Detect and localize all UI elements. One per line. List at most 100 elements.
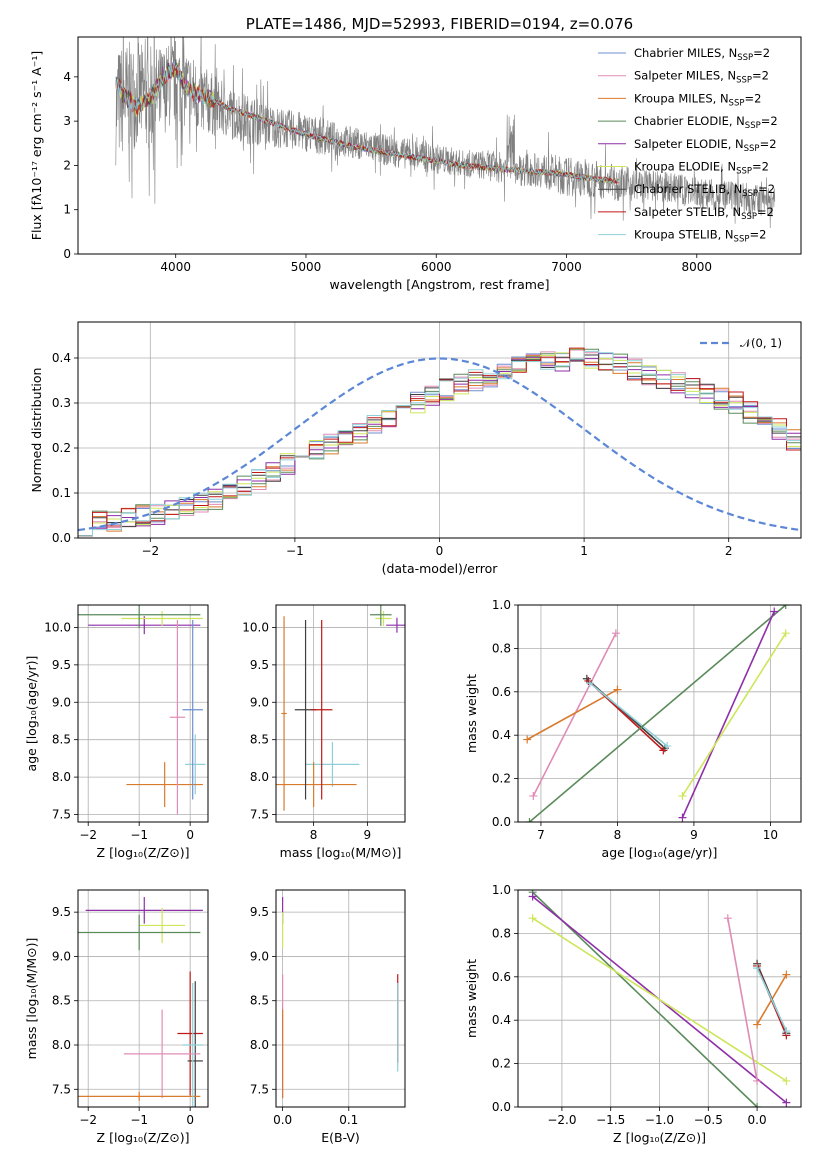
plot-area	[528, 890, 791, 1107]
y-tick-label: 0.2	[52, 441, 71, 455]
series-marker	[585, 679, 594, 688]
data-point	[185, 734, 206, 795]
x-tick-label: 7000	[551, 260, 582, 274]
series-marker	[678, 791, 687, 800]
series-marker	[613, 685, 622, 694]
y-tick-label: 8.0	[52, 1038, 71, 1052]
y-tick-label: 8.5	[250, 733, 269, 747]
series-marker	[659, 746, 668, 755]
panel-age-vs-z: −2 −1 0 7.5 8.0 8.5 9.0 9.5 10.0 Z [log₁₀(Z/Z⊙)] a…	[24, 604, 209, 860]
panel-mass-vs-ebv: 0.0 0.1 7.5 8.0 8.5 9.0 9.5 E(B-V)	[250, 889, 406, 1145]
x-axis-label: Z [log₁₀(Z/Z⊙)]	[97, 1130, 190, 1145]
panel-mass-vs-z: −2 −1 0 7.5 8.0 8.5 9.0 9.5 Z [log₁₀(Z/Z⊙)] mass …	[24, 889, 209, 1145]
y-tick-label: 1.0	[492, 883, 511, 897]
x-tick-label: −1	[130, 1113, 148, 1127]
series-marker	[723, 914, 732, 923]
series-marker	[782, 1027, 791, 1036]
x-tick-label: 0	[186, 1113, 194, 1127]
data-point	[126, 762, 203, 808]
x-axis-label: age [log₁₀(age/yr)]	[602, 845, 718, 860]
data-point	[78, 1091, 201, 1101]
y-axis-label: mass [log₁₀(M/M⊙)]	[24, 938, 39, 1060]
series-salpeter_miles	[723, 914, 762, 1085]
data-point	[78, 605, 201, 629]
x-tick-label: 8	[310, 828, 318, 842]
series-marker	[782, 970, 791, 979]
data-point	[375, 610, 392, 626]
y-tick-label: 0.8	[492, 926, 511, 940]
series-marker	[781, 605, 790, 609]
x-axis-label: Z [log₁₀(Z/Z⊙)]	[97, 845, 190, 860]
x-axis-label: E(B-V)	[321, 1130, 360, 1145]
axes-frame	[77, 36, 802, 255]
series-marker	[678, 813, 687, 822]
series-line	[727, 918, 758, 1082]
y-tick-label: 0.4	[492, 1013, 511, 1027]
x-tick-label: −2.0	[547, 1113, 576, 1127]
y-tick-label: 10.0	[242, 620, 269, 634]
x-tick-label: −2	[79, 1113, 97, 1127]
y-tick-label: 8.5	[52, 994, 71, 1008]
x-tick-label: −0.5	[694, 1113, 723, 1127]
x-tick-label: 5000	[291, 260, 322, 274]
data-point	[386, 617, 405, 633]
data-point	[187, 981, 203, 1107]
y-tick-label: 0.2	[492, 772, 511, 786]
series-marker	[782, 1076, 791, 1085]
x-tick-label: −1.5	[596, 1113, 625, 1127]
x-tick-label: 0	[436, 544, 444, 558]
x-tick-label: 2	[725, 544, 733, 558]
series-line	[589, 682, 668, 747]
series-line	[526, 688, 618, 741]
x-tick-label: 0.0	[273, 1113, 292, 1127]
legend-label: Salpeter ELODIE, NSSP=2	[634, 137, 777, 154]
y-axis-label: age [log₁₀(age/yr)]	[24, 656, 39, 772]
data-point	[139, 907, 186, 944]
y-tick-label: 4	[63, 70, 71, 84]
series-marker	[523, 735, 532, 744]
x-tick-label: 8	[614, 828, 622, 842]
y-tick-label: 9.0	[250, 695, 269, 709]
x-tick-label: 10	[763, 828, 778, 842]
plot-area	[523, 605, 790, 822]
series-kroupa_elodie	[678, 629, 790, 800]
observed-spectrum	[115, 37, 776, 229]
panel-weight-vs-age: 7 8 9 10 0.0 0.2 0.4 0.6 0.8 1.0 age [log₁₀(age/yr…	[464, 598, 802, 860]
data-point	[305, 741, 360, 787]
series-marker	[782, 1098, 791, 1107]
plot-area	[276, 605, 405, 811]
y-tick-label: 0	[63, 247, 71, 261]
series-line	[681, 632, 787, 797]
y-axis-label: Flux [fλ10⁻¹⁷ erg cm⁻² s⁻¹ A⁻¹]	[29, 51, 44, 240]
series-marker	[753, 1076, 762, 1085]
legend-label: Salpeter MILES, NSSP=2	[634, 69, 769, 86]
model-spectrum-kroupa_stelib	[115, 61, 619, 184]
series-kroupa_stelib	[585, 679, 672, 751]
y-tick-label: 9.0	[52, 949, 71, 963]
plot-area	[282, 897, 399, 1099]
y-tick-label: 8.5	[52, 733, 71, 747]
y-tick-label: 8.0	[52, 770, 71, 784]
y-tick-label: 0.4	[492, 728, 511, 742]
legend-label: Kroupa STELIB, NSSP=2	[634, 228, 766, 245]
legend-label: Chabrier ELODIE, NSSP=2	[634, 114, 778, 131]
y-tick-label: 7.5	[52, 1082, 71, 1096]
series-line	[532, 891, 758, 1107]
histogram-chabrier_elodie	[78, 348, 801, 537]
data-point	[177, 971, 203, 1096]
x-tick-label: 0.0	[748, 1113, 767, 1127]
y-tick-label: 9.0	[52, 695, 71, 709]
y-tick-label: 0.0	[52, 531, 71, 545]
series-marker	[528, 914, 537, 923]
axes-frame	[275, 889, 406, 1108]
x-tick-label: −2	[141, 544, 159, 558]
data-point	[281, 616, 287, 811]
y-tick-label: 0.8	[492, 641, 511, 655]
y-tick-label: 8.5	[250, 994, 269, 1008]
x-tick-label: −1	[286, 544, 304, 558]
x-tick-label: 0	[186, 828, 194, 842]
axes-frame	[77, 889, 209, 1108]
data-point	[169, 619, 186, 815]
axes-frame	[77, 604, 209, 823]
histogram-kroupa_elodie	[78, 348, 801, 537]
